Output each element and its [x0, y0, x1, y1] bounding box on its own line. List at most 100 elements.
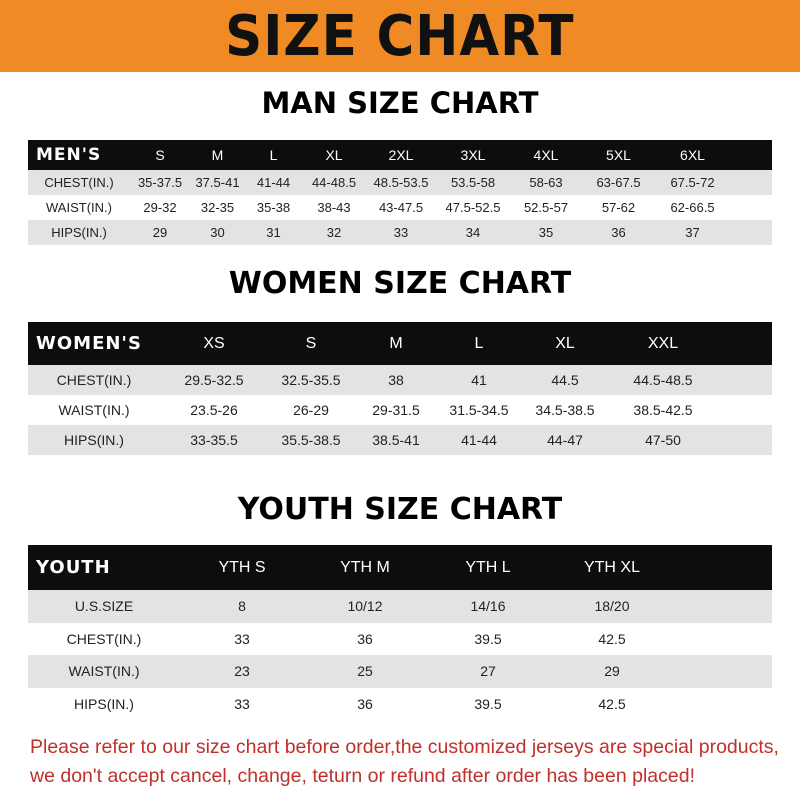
empty-cell: [674, 622, 772, 655]
table-cell: 41-44: [245, 170, 302, 195]
size-header: XXL: [610, 322, 716, 365]
size-header: M: [190, 140, 245, 170]
empty-cell: [716, 365, 772, 395]
table-row: HIPS(IN.) 33-35.5 35.5-38.5 38.5-41 41-44 44-…: [28, 425, 772, 455]
table-cell: 63-67.5: [582, 170, 655, 195]
table-cell: 31: [245, 220, 302, 245]
size-header: S: [130, 140, 190, 170]
youth-header-row: YOUTH YTH S YTH M YTH L YTH XL: [28, 545, 772, 590]
size-header: YTH S: [180, 545, 304, 590]
size-header: 2XL: [366, 140, 436, 170]
size-header: L: [245, 140, 302, 170]
table-cell: 53.5-58: [436, 170, 510, 195]
size-header: XL: [520, 322, 610, 365]
row-label: HIPS(IN.): [28, 425, 160, 455]
table-cell: 43-47.5: [366, 195, 436, 220]
table-cell: 39.5: [426, 687, 550, 720]
table-row: HIPS(IN.) 29 30 31 32 33 34 35 36 37: [28, 220, 772, 245]
table-cell: 23.5-26: [160, 395, 268, 425]
order-notice-line-1: Please refer to our size chart before or…: [30, 736, 779, 758]
table-cell: 14/16: [426, 590, 550, 623]
row-label: WAIST(IN.): [28, 655, 180, 688]
table-cell: 42.5: [550, 622, 674, 655]
table-cell: 62-66.5: [655, 195, 730, 220]
youth-size-table: YOUTH YTH S YTH M YTH L YTH XL U.S.SIZE 8 10/12…: [28, 545, 772, 720]
table-cell: 52.5-57: [510, 195, 582, 220]
women-header-row: WOMEN'S XS S M L XL XXL: [28, 322, 772, 365]
header-label: MEN'S: [28, 140, 130, 170]
table-cell: 57-62: [582, 195, 655, 220]
empty-cell: [674, 687, 772, 720]
table-cell: 41: [438, 365, 520, 395]
banner-title: SIZE CHART: [225, 3, 575, 69]
table-cell: 35.5-38.5: [268, 425, 354, 455]
men-section-title: MAN SIZE CHART: [261, 86, 539, 120]
size-header: 6XL: [655, 140, 730, 170]
size-header: XS: [160, 322, 268, 365]
table-cell: 36: [304, 687, 426, 720]
size-header: YTH M: [304, 545, 426, 590]
table-cell: 41-44: [438, 425, 520, 455]
header-label: YOUTH: [28, 545, 180, 590]
empty-cell: [730, 170, 772, 195]
size-header: M: [354, 322, 438, 365]
table-cell: 29-32: [130, 195, 190, 220]
table-cell: 38: [354, 365, 438, 395]
table-cell: 30: [190, 220, 245, 245]
table-cell: 58-63: [510, 170, 582, 195]
table-cell: 26-29: [268, 395, 354, 425]
table-cell: 47.5-52.5: [436, 195, 510, 220]
table-cell: 33-35.5: [160, 425, 268, 455]
size-header: L: [438, 322, 520, 365]
men-header-row: MEN'S S M L XL 2XL 3XL 4XL 5XL 6XL: [28, 140, 772, 170]
order-notice-line-2: we don't accept cancel, change, teturn o…: [30, 765, 695, 787]
table-cell: 44.5: [520, 365, 610, 395]
row-label: CHEST(IN.): [28, 170, 130, 195]
empty-cell: [730, 195, 772, 220]
women-size-table: WOMEN'S XS S M L XL XXL CHEST(IN.) 29.5-32.5 32.5…: [28, 322, 772, 455]
empty-cell: [674, 545, 772, 590]
table-row: HIPS(IN.) 33 36 39.5 42.5: [28, 687, 772, 720]
table-cell: 35-37.5: [130, 170, 190, 195]
table-cell: 34.5-38.5: [520, 395, 610, 425]
row-label: WAIST(IN.): [28, 195, 130, 220]
empty-cell: [730, 220, 772, 245]
table-row: CHEST(IN.) 29.5-32.5 32.5-35.5 38 41 44.5 44.5…: [28, 365, 772, 395]
table-cell: 29.5-32.5: [160, 365, 268, 395]
table-cell: 44-47: [520, 425, 610, 455]
table-row: CHEST(IN.) 33 36 39.5 42.5: [28, 622, 772, 655]
table-row: CHEST(IN.) 35-37.5 37.5-41 41-44 44-48.5 48.5…: [28, 170, 772, 195]
table-cell: 36: [582, 220, 655, 245]
table-cell: 32: [302, 220, 366, 245]
empty-cell: [730, 140, 772, 170]
table-cell: 39.5: [426, 622, 550, 655]
empty-cell: [674, 655, 772, 688]
table-cell: 33: [180, 687, 304, 720]
table-cell: 67.5-72: [655, 170, 730, 195]
table-cell: 37.5-41: [190, 170, 245, 195]
table-cell: 10/12: [304, 590, 426, 623]
table-cell: 34: [436, 220, 510, 245]
table-cell: 32.5-35.5: [268, 365, 354, 395]
title-banner: SIZE CHART: [0, 0, 800, 72]
size-header: 3XL: [436, 140, 510, 170]
size-header: YTH XL: [550, 545, 674, 590]
table-cell: 8: [180, 590, 304, 623]
empty-cell: [716, 425, 772, 455]
size-header: YTH L: [426, 545, 550, 590]
size-header: 5XL: [582, 140, 655, 170]
table-cell: 29: [130, 220, 190, 245]
table-cell: 35-38: [245, 195, 302, 220]
table-cell: 29: [550, 655, 674, 688]
table-row: WAIST(IN.) 29-32 32-35 35-38 38-43 43-47.5 47.…: [28, 195, 772, 220]
row-label: HIPS(IN.): [28, 687, 180, 720]
size-header: S: [268, 322, 354, 365]
youth-section-title: YOUTH SIZE CHART: [237, 492, 563, 527]
table-cell: 32-35: [190, 195, 245, 220]
table-cell: 38-43: [302, 195, 366, 220]
table-cell: 25: [304, 655, 426, 688]
table-cell: 31.5-34.5: [438, 395, 520, 425]
men-size-table: MEN'S S M L XL 2XL 3XL 4XL 5XL 6XL CHEST(IN.) 35-37…: [28, 140, 772, 245]
table-cell: 27: [426, 655, 550, 688]
row-label: CHEST(IN.): [28, 622, 180, 655]
